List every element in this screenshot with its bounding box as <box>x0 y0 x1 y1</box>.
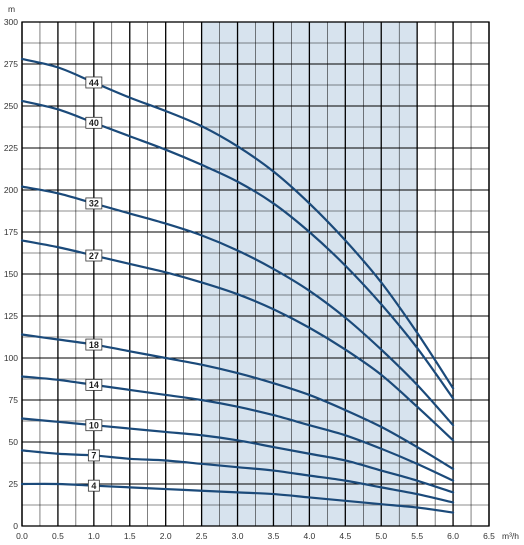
curve-label-box-18 <box>85 338 103 351</box>
y-tick-label: 225 <box>4 143 18 153</box>
curve-label-box-40 <box>85 116 103 129</box>
axes <box>21 21 490 527</box>
x-tick-labels: 0.0 0.5 1.0 1.5 2.0 2.5 3.0 3.5 4.0 4.5 5.0 5.5 6.0 6… <box>16 531 495 541</box>
curve-label-44: 44 <box>89 78 99 88</box>
curve-label-14: 14 <box>89 380 99 390</box>
x-tick-label: 3.5 <box>268 531 280 541</box>
x-tick-label: 6.0 <box>447 531 459 541</box>
x-tick-label: 2.5 <box>196 531 208 541</box>
curve-label-box-14 <box>85 378 103 391</box>
curve-label-box-10 <box>85 419 103 432</box>
curve-labels: 44 40 32 27 18 14 10 7 4 <box>85 76 103 492</box>
x-tick-label: 4.0 <box>303 531 315 541</box>
curve-label-7: 7 <box>91 451 96 461</box>
x-tick-label: 5.5 <box>411 531 423 541</box>
curve-label-box-44 <box>85 76 103 89</box>
y-tick-label: 100 <box>4 353 18 363</box>
x-tick-label: 0.0 <box>16 531 28 541</box>
y-tick-label: 25 <box>9 479 19 489</box>
y-tick-label: 75 <box>9 395 19 405</box>
x-axis-unit: m³/h <box>502 531 519 541</box>
curve-label-18: 18 <box>89 340 99 350</box>
y-tick-label: 0 <box>13 521 18 531</box>
x-tick-label: 2.0 <box>160 531 172 541</box>
curve-label-box-32 <box>85 197 103 210</box>
curve-label-box-4 <box>87 479 100 492</box>
x-tick-label: 0.5 <box>52 531 64 541</box>
y-tick-labels: 0 25 50 75 100 125 150 175 200 225 250 275 300 <box>4 17 18 531</box>
curve-label-4: 4 <box>91 481 96 491</box>
curve-label-box-27 <box>85 249 103 262</box>
y-tick-label: 250 <box>4 101 18 111</box>
curve-label-40: 40 <box>89 118 99 128</box>
curve-label-27: 27 <box>89 251 99 261</box>
x-tick-label: 5.0 <box>375 531 387 541</box>
curve-label-box-7 <box>87 449 100 462</box>
x-tick-label: 6.5 <box>483 531 495 541</box>
x-tick-label: 1.0 <box>88 531 100 541</box>
y-tick-label: 200 <box>4 185 18 195</box>
x-tick-label: 3.0 <box>232 531 244 541</box>
y-axis-unit: m <box>8 4 15 14</box>
y-tick-label: 50 <box>9 437 19 447</box>
curve-label-32: 32 <box>89 199 99 209</box>
plot-border <box>21 21 490 527</box>
curve-label-10: 10 <box>89 421 99 431</box>
y-tick-label: 275 <box>4 59 18 69</box>
y-tick-label: 300 <box>4 17 18 27</box>
x-tick-label: 4.5 <box>339 531 351 541</box>
y-tick-label: 175 <box>4 227 18 237</box>
x-tick-label: 1.5 <box>124 531 136 541</box>
y-tick-label: 125 <box>4 311 18 321</box>
y-tick-label: 150 <box>4 269 18 279</box>
